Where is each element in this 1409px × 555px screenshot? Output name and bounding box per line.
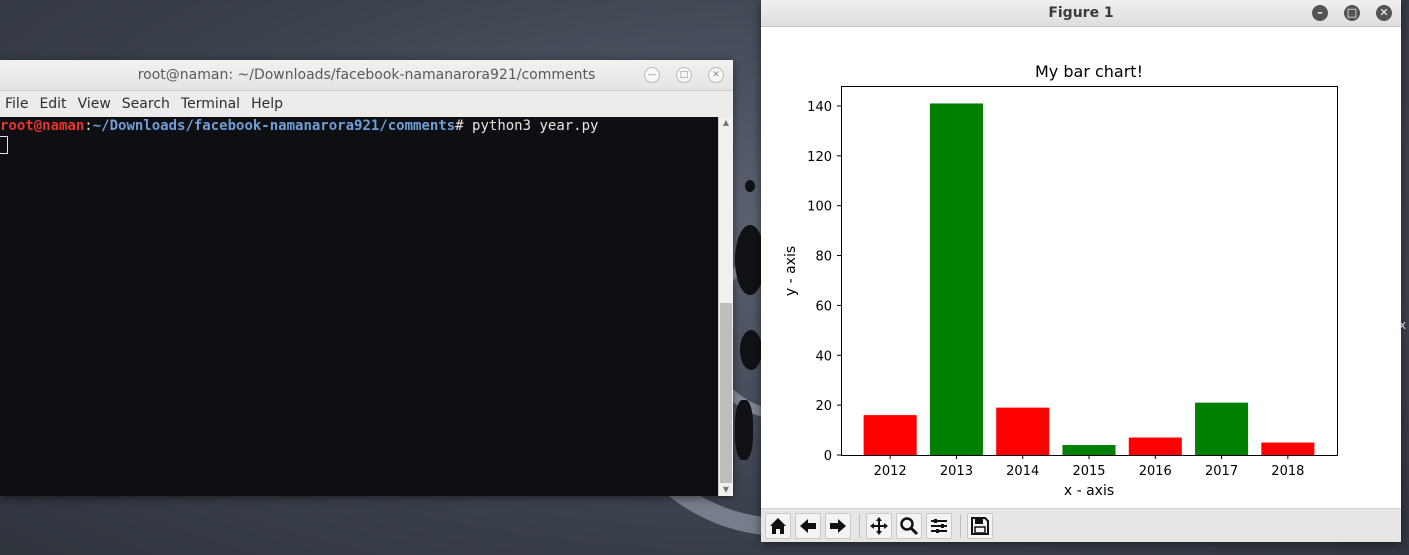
figure-titlebar[interactable]: Figure 1 – □ ✕ [761, 0, 1401, 27]
terminal-output[interactable]: root@naman:~/Downloads/facebook-namanaro… [0, 117, 719, 496]
pan-icon [870, 516, 888, 535]
forward-icon [830, 518, 846, 533]
scrollbar-thumb[interactable] [720, 303, 732, 483]
desktop-splatter [745, 180, 755, 192]
terminal-titlebar[interactable]: root@naman: ~/Downloads/facebook-namanar… [0, 60, 733, 91]
bar-2016 [1128, 437, 1182, 455]
x-tick-label: 2018 [1271, 464, 1304, 479]
figure-title: Figure 1 [1048, 5, 1114, 21]
zoom-icon [900, 516, 919, 535]
figure-toolbar [761, 508, 1401, 542]
menu-search[interactable]: Search [121, 96, 170, 112]
prompt-path: ~/Downloads/facebook-namanarora921/comme… [92, 118, 456, 134]
minimize-icon[interactable]: – [1312, 5, 1328, 21]
x-tick-label: 2015 [1072, 464, 1105, 479]
x-axis-ticks: 2012 2013 2014 2015 2016 2017 2018 [874, 455, 1304, 479]
bar-series [863, 103, 1315, 456]
y-tick-label: 100 [807, 200, 832, 215]
x-axis-label: x - axis [1064, 483, 1114, 499]
forward-button[interactable] [825, 512, 851, 539]
menu-file[interactable]: File [5, 96, 29, 112]
command-line: root@naman:~/Downloads/facebook-namanaro… [0, 117, 598, 135]
y-tick-label: 20 [815, 399, 832, 414]
bar-2018 [1261, 442, 1315, 455]
x-tick-label: 2013 [940, 464, 973, 479]
save-button[interactable] [967, 512, 993, 539]
figure-canvas[interactable]: My bar chart! 0 20 40 60 80 100 120 140 2012 201… [761, 27, 1401, 507]
close-icon[interactable]: ✕ [708, 67, 724, 83]
x-tick-label: 2016 [1139, 464, 1172, 479]
desktop-splatter [735, 400, 753, 460]
y-tick-label: 140 [807, 100, 832, 115]
y-tick-label: 60 [815, 299, 832, 314]
configure-subplots-button[interactable] [926, 512, 952, 539]
home-button[interactable] [765, 512, 791, 539]
desktop-splatter [735, 225, 765, 295]
maximize-icon[interactable]: □ [676, 67, 692, 83]
menu-edit[interactable]: Edit [39, 96, 67, 112]
back-button[interactable] [795, 512, 821, 539]
menu-view[interactable]: View [77, 96, 111, 112]
plot-area-frame [841, 86, 1338, 456]
y-tick-label: 120 [807, 150, 832, 165]
prompt-user: root@naman [0, 118, 85, 134]
bar-2014 [996, 407, 1050, 455]
terminal-menubar: File Edit View Search Terminal Help [0, 91, 733, 118]
terminal-scrollbar[interactable]: ▲ ▼ [718, 117, 733, 496]
prompt-separator: : [84, 118, 93, 134]
desktop-splatter [740, 330, 762, 370]
desktop-edge-text: x [1399, 318, 1407, 332]
x-tick-label: 2017 [1205, 464, 1238, 479]
zoom-button[interactable] [896, 512, 922, 539]
save-icon [971, 516, 989, 535]
scroll-up-icon[interactable]: ▲ [722, 118, 730, 127]
y-tick-label: 0 [824, 449, 832, 464]
bar-2015 [1062, 445, 1116, 455]
chart-title: My bar chart! [1035, 62, 1143, 81]
y-tick-label: 80 [815, 250, 832, 265]
scroll-down-icon[interactable]: ▼ [722, 485, 730, 494]
figure-window[interactable]: Figure 1 – □ ✕ My bar chart! 0 20 40 60 80 10… [761, 0, 1401, 542]
y-axis-ticks: 0 20 40 60 80 100 120 140 [807, 100, 841, 464]
menu-terminal[interactable]: Terminal [180, 96, 241, 112]
command-text: python3 year.py [463, 118, 599, 134]
terminal-window[interactable]: root@naman: ~/Downloads/facebook-namanar… [0, 60, 733, 496]
menu-help[interactable]: Help [251, 96, 283, 112]
text-cursor [0, 136, 8, 154]
back-icon [800, 518, 816, 533]
bar-2012 [863, 415, 917, 455]
prompt-symbol: # [455, 118, 464, 134]
close-icon[interactable]: ✕ [1376, 5, 1392, 21]
y-axis-label: y - axis [783, 246, 799, 296]
x-tick-label: 2012 [874, 464, 907, 479]
toolbar-separator [859, 513, 860, 538]
bar-2017 [1195, 402, 1249, 455]
minimize-icon[interactable]: — [644, 67, 660, 83]
x-tick-label: 2014 [1006, 464, 1039, 479]
configure-subplots-icon [931, 518, 947, 533]
terminal-title: root@naman: ~/Downloads/facebook-namanar… [137, 67, 596, 83]
bar-2013 [929, 103, 983, 456]
pan-button[interactable] [866, 512, 892, 539]
maximize-icon[interactable]: □ [1344, 5, 1360, 21]
toolbar-separator [960, 513, 961, 538]
home-icon [770, 517, 786, 534]
y-tick-label: 40 [815, 349, 832, 364]
